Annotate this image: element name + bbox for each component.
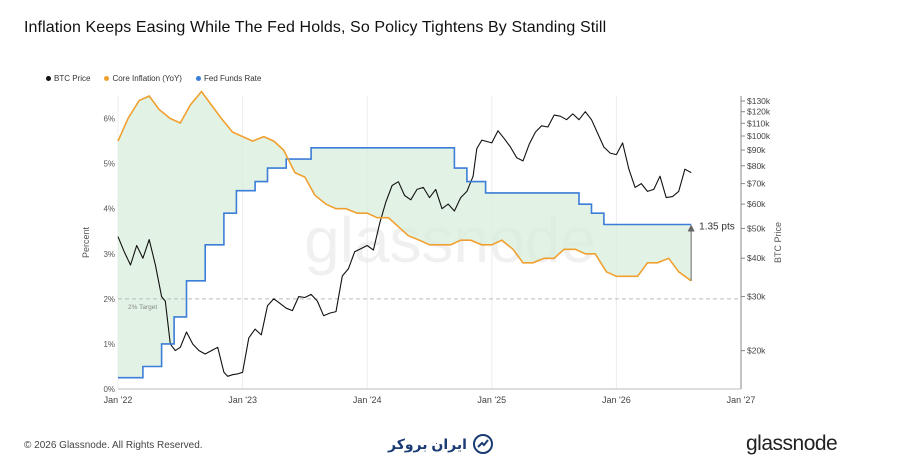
chart-legend: BTC Price Core Inflation (YoY) Fed Funds… [46, 74, 261, 83]
y-left-tick-label: 5% [103, 160, 115, 169]
legend-item-fed-funds[interactable]: Fed Funds Rate [195, 74, 262, 83]
y-right-tick-label: $100k [747, 131, 771, 141]
y-right-tick-label: $120k [747, 107, 771, 117]
y-right-tick-label: $130k [747, 96, 771, 106]
core-inflation-line [117, 90, 692, 282]
copyright-text: © 2026 Glassnode. All Rights Reserved. [24, 440, 203, 451]
y-left-tick-label: 6% [103, 115, 115, 124]
x-tick-label: Jan '24 [353, 395, 382, 405]
legend-dot-btc [46, 76, 51, 81]
chart-arrow-icon [472, 434, 493, 454]
gap-annotation-label: 1.35 pts [699, 221, 735, 232]
legend-label-btc: BTC Price [54, 74, 91, 83]
btc-price-line [117, 111, 692, 377]
policy-gap-area [118, 91, 692, 378]
legend-dot-core-inflation [104, 76, 110, 81]
y-left-tick-label: 0% [103, 385, 115, 394]
series-layer [117, 90, 692, 379]
x-tick-label: Jan '25 [477, 395, 506, 405]
x-tick-label: Jan '26 [602, 395, 631, 405]
legend-dot-fed-funds [195, 76, 201, 81]
legend-item-core-inflation[interactable]: Core Inflation (YoY) [104, 74, 182, 83]
target-label: 2% Target [128, 304, 157, 311]
y-left-tick-label: 2% [103, 295, 115, 304]
partner-logo-text: ایران بروکر [388, 435, 467, 452]
y-right-tick-label: $80k [747, 161, 766, 171]
y-right-tick-label: $110k [747, 118, 770, 128]
brand-logo: glassnode [746, 432, 838, 455]
axis-layer: Jan '22 Jan '23 Jan '24 Jan '25 Jan '26 Jan '… [81, 96, 783, 405]
area-layer [118, 91, 692, 378]
x-tick-label: Jan '27 [727, 395, 756, 405]
y-left-tick-label: 1% [103, 340, 115, 349]
y-right-tick-label: $70k [747, 179, 766, 189]
partner-logo: ایران بروکر [388, 434, 493, 454]
legend-item-btc[interactable]: BTC Price [46, 74, 90, 83]
chart-title: Inflation Keeps Easing While The Fed Hol… [24, 19, 607, 36]
y-left-axis-title: Percent [81, 226, 91, 258]
x-tick-label: Jan '22 [104, 395, 133, 405]
y-left-tick-label: 4% [103, 205, 115, 214]
y-right-tick-label: $40k [747, 253, 766, 263]
y-right-tick-label: $90k [747, 145, 766, 155]
y-left-tick-label: 3% [103, 250, 115, 259]
legend-label-fed-funds: Fed Funds Rate [203, 74, 262, 83]
gap-arrow-head [687, 224, 695, 232]
y-right-axis-title: BTC Price [773, 222, 783, 263]
target-layer: 2% Target [118, 298, 741, 311]
y-right-tick-label: $50k [747, 223, 766, 233]
y-right-tick-label: $30k [747, 292, 766, 302]
fed-funds-line [118, 147, 692, 379]
x-tick-label: Jan '23 [228, 395, 257, 405]
y-right-tick-label: $60k [747, 199, 766, 209]
y-right-tick-label: $20k [747, 346, 766, 356]
legend-label-core-inflation: Core Inflation (YoY) [112, 74, 182, 83]
annotation-layer: 1.35 pts [687, 221, 735, 281]
